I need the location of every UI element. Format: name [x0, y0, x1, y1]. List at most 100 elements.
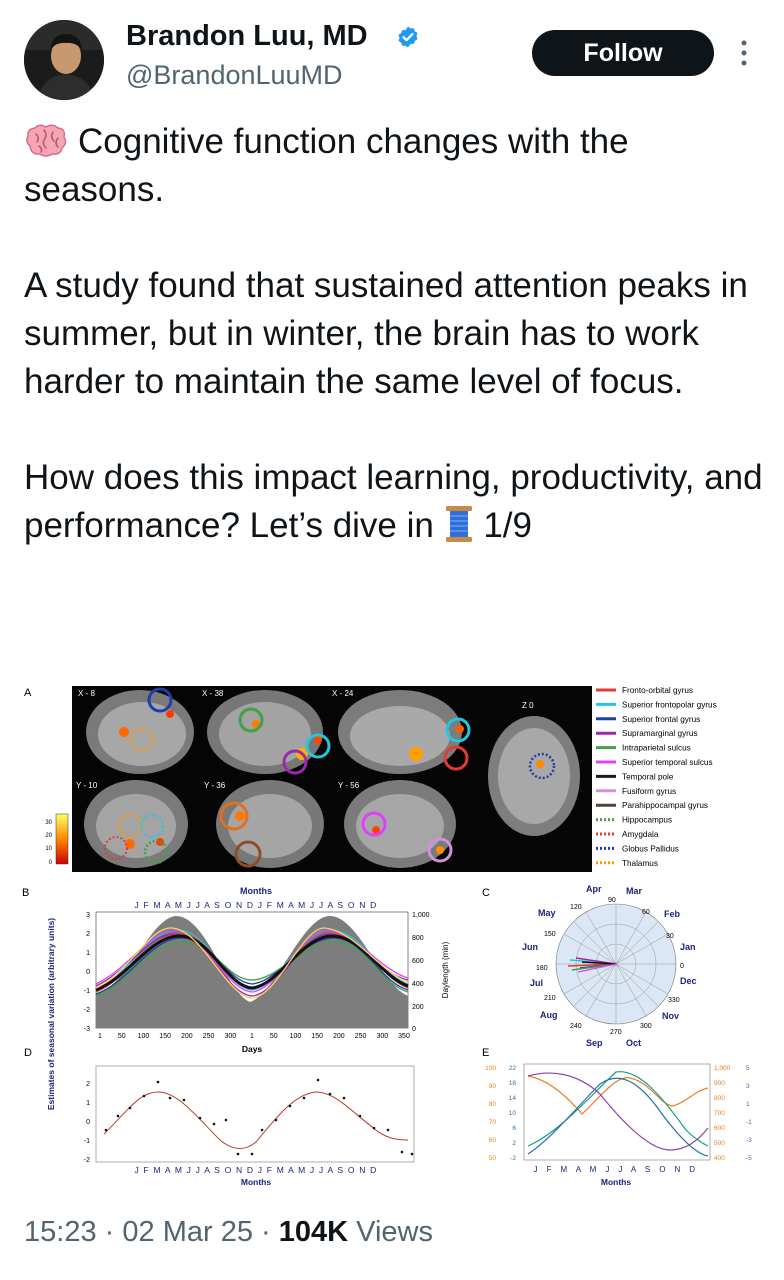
panel-d-fit-curve [103, 1091, 409, 1149]
panel-b-top-label: Months [240, 886, 272, 896]
legend-label: Hippocampus [622, 816, 672, 825]
panel-e-curves [527, 1071, 709, 1157]
month-label: Jun [522, 942, 538, 952]
post-paragraph-3: How does this impact learning, productiv… [24, 454, 764, 550]
slice-label: X - 8 [78, 689, 95, 698]
panel-b-curves [95, 927, 409, 999]
month-label: Mar [626, 886, 643, 896]
month-label: May [538, 908, 556, 918]
post-media-image[interactable]: A [20, 684, 762, 1188]
post-text: Cognitive function changes with the seas… [24, 118, 764, 550]
month-label: Aug [540, 1010, 558, 1020]
legend-label: Superior temporal sulcus [622, 758, 713, 767]
polar-month-labels: Apr Mar May Feb Jun Jan Jul Dec Aug Nov … [522, 884, 697, 1048]
panel-e-months: J F M A M J J A S O N D [534, 1165, 699, 1174]
month-label: Oct [626, 1038, 641, 1048]
legend-label: Thalamus [622, 859, 658, 868]
panel-d-yticks: 2 1 0 -1 -2 [84, 1081, 90, 1164]
views-label: Views [356, 1216, 433, 1248]
panel-e-left-ticks-orange: 100 90 80 70 60 50 [485, 1065, 496, 1162]
post-date[interactable]: 02 Mar 25 [122, 1216, 253, 1248]
panel-d-xlabel: Months [241, 1177, 271, 1187]
legend-label: Globus Pallidus [622, 844, 679, 853]
legend-label: Superior frontopolar gyrus [622, 700, 717, 709]
legend-label: Fusiform gyrus [622, 787, 676, 796]
y-tick: 0 [86, 969, 90, 976]
degree-label: 90 [608, 897, 616, 904]
tick: 5 [746, 1065, 750, 1072]
degree-label: 0 [680, 963, 684, 970]
right-tick: 800 [412, 935, 424, 942]
tick: 18 [509, 1080, 517, 1087]
x-tick: 300 [224, 1033, 236, 1040]
avatar[interactable] [24, 20, 104, 100]
panel-b-label: B [22, 887, 29, 899]
panel-e-plot-area [523, 1063, 711, 1161]
month-label: Nov [662, 1011, 679, 1021]
month-label: Jul [530, 978, 543, 988]
author-handle[interactable]: @BrandonLuuMD [126, 60, 343, 90]
polar-plot [555, 903, 677, 1025]
degree-label: 270 [610, 1029, 622, 1036]
x-tick: 250 [203, 1033, 215, 1040]
degree-label: 330 [668, 997, 680, 1004]
colorbar-tick: 20 [45, 833, 52, 839]
panel-c-label: C [482, 887, 490, 899]
x-tick: 1 [250, 1033, 254, 1040]
right-tick: 200 [412, 1004, 424, 1011]
separator-dot: · [261, 1216, 271, 1248]
right-tick: 400 [412, 981, 424, 988]
x-tick: 250 [355, 1033, 367, 1040]
degree-label: 150 [544, 931, 556, 938]
tick: 600 [714, 1125, 725, 1132]
right-tick: 0 [412, 1026, 416, 1033]
panel-a-legend: Fronto-orbital gyrus Superior frontopolar… [596, 686, 717, 868]
y-tick: 1 [86, 950, 90, 957]
author-name[interactable]: Brandon Luu, MD [126, 20, 368, 52]
panel-e-label: E [482, 1047, 489, 1059]
degree-label: 180 [536, 965, 548, 972]
tick: 10 [509, 1110, 517, 1117]
post-meta: 15:23 · 02 Mar 25 · 104K Views [24, 1216, 433, 1249]
y-tick: -1 [84, 1138, 90, 1145]
post-paragraph-3-text: How does this impact learning, productiv… [24, 458, 763, 545]
month-label: Apr [586, 884, 602, 894]
x-tick: 200 [333, 1033, 345, 1040]
y-tick: -3 [84, 1026, 90, 1033]
post-paragraph-1: Cognitive function changes with the seas… [24, 118, 764, 214]
tick: 800 [714, 1095, 725, 1102]
tick: 14 [509, 1095, 517, 1102]
y-tick: 2 [86, 1081, 90, 1088]
degree-label: 240 [570, 1023, 582, 1030]
tick: 50 [489, 1155, 497, 1162]
colorbar-tick: 30 [45, 820, 52, 826]
slice-label: X - 24 [332, 689, 354, 698]
panel-d-label: D [24, 1047, 32, 1059]
panel-b-months: J F M A M J J A S O N D J F M A M J J A … [135, 900, 378, 910]
x-tick: 150 [159, 1033, 171, 1040]
tick: 400 [714, 1155, 725, 1162]
post-time[interactable]: 15:23 [24, 1216, 97, 1248]
month-label: Jan [680, 942, 696, 952]
slice-label: Y - 10 [76, 781, 98, 790]
y-tick: 0 [86, 1119, 90, 1126]
panel-b-xlabel: Days [242, 1044, 263, 1054]
y-tick: -2 [84, 1007, 90, 1014]
colorbar [55, 813, 69, 865]
tick: 3 [746, 1083, 750, 1090]
x-tick: 100 [138, 1033, 150, 1040]
tick: 1,000 [714, 1065, 731, 1072]
follow-button[interactable]: Follow [532, 30, 714, 76]
x-tick: 200 [181, 1033, 193, 1040]
verified-badge-icon [398, 26, 418, 48]
degree-label: 60 [642, 909, 650, 916]
tick: 900 [714, 1080, 725, 1087]
scientific-figure: A [20, 684, 762, 1188]
panel-b-yticks: 3 2 1 0 -1 -2 -3 [84, 912, 90, 1033]
y-tick: -1 [84, 988, 90, 995]
panel-d-plot-area [95, 1065, 415, 1163]
tick: -2 [510, 1155, 516, 1162]
month-label: Feb [664, 909, 681, 919]
legend-label: Fronto-orbital gyrus [622, 686, 693, 695]
more-options-icon[interactable] [736, 38, 752, 68]
